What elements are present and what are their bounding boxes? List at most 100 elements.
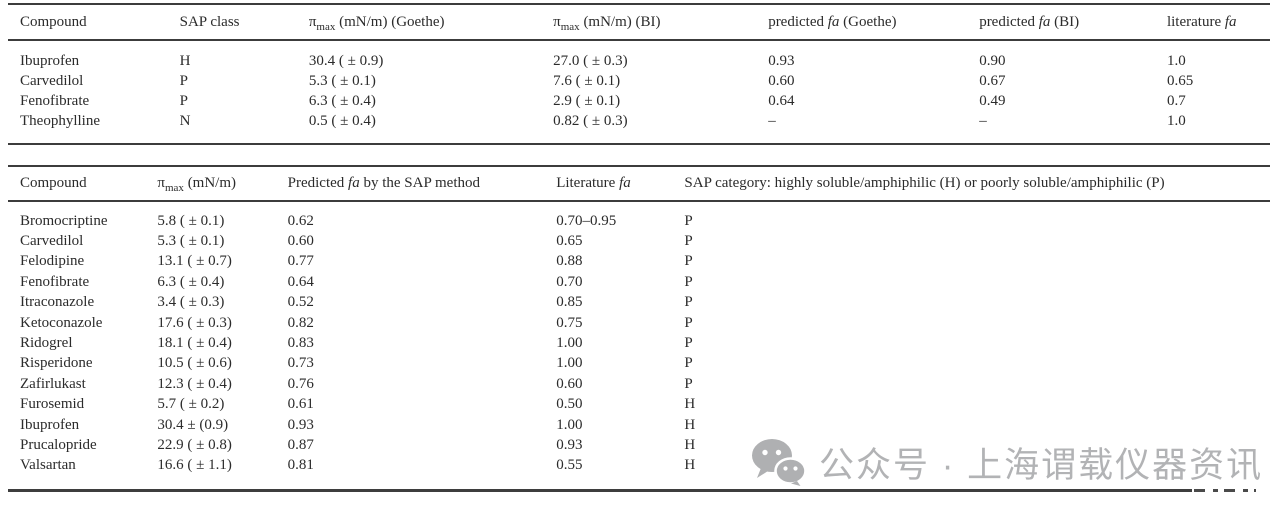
table-cell: 0.60 xyxy=(556,375,583,392)
table-cell: Ibuprofen xyxy=(20,53,80,69)
table-cell: 2.9 ( ± 0.1) xyxy=(553,93,621,109)
table-cell: P xyxy=(684,314,693,331)
table-cell: 16.6 ( ± 1.1) xyxy=(157,457,232,474)
table-cell: 0.70 xyxy=(556,273,583,290)
column-header: Compound xyxy=(8,4,180,40)
table-cell: 0.67 xyxy=(979,73,1006,89)
table-cell: 6.3 ( ± 0.4) xyxy=(157,273,225,290)
header-text: fa xyxy=(1038,14,1051,30)
header-text: max xyxy=(316,21,336,33)
table-2-header: Compound πmax (mN/m) Predicted fa by the S… xyxy=(8,166,1270,201)
table-cell: 0.64 xyxy=(768,93,795,109)
table-cell: 1.00 xyxy=(556,334,583,351)
table-row: Furosemid 5.7 ( ± 0.2) 0.61 0.50 H xyxy=(8,394,1270,414)
header-text: (Goethe) xyxy=(839,14,897,30)
table-cell: 0.76 xyxy=(287,375,314,392)
table-cell: 5.3 ( ± 0.1) xyxy=(157,232,225,249)
table-cell: Prucalopride xyxy=(20,436,97,453)
column-header: predicted fa (Goethe) xyxy=(768,4,979,40)
table-cell: 18.1 ( ± 0.4) xyxy=(157,334,232,351)
table-cell: 0.88 xyxy=(556,253,583,270)
table-cell: Ibuprofen xyxy=(20,416,80,433)
table-cell: 0.5 ( ± 0.4) xyxy=(308,113,376,129)
table-cell: 0.81 xyxy=(287,457,314,474)
table-2-body: Bromocriptine 5.8 ( ± 0.1) 0.62 0.70–0.95 P C… xyxy=(8,201,1270,482)
table-cell: 5.3 ( ± 0.1) xyxy=(308,73,376,89)
header-text: SAP class xyxy=(179,14,240,30)
wechat-icon xyxy=(752,439,806,486)
header-text: (mN/m) (BI) xyxy=(579,14,661,30)
table-row: Ibuprofen 30.4 ± (0.9) 0.93 1.00 H xyxy=(8,415,1270,435)
table-cell: P xyxy=(684,334,693,351)
table-cell: P xyxy=(684,375,693,392)
table-cell: 1.0 xyxy=(1166,113,1186,129)
table-cell: P xyxy=(684,355,693,372)
table-cell: 10.5 ( ± 0.6) xyxy=(157,355,232,372)
header-text: Predicted xyxy=(287,174,349,191)
table-cell: 0.93 xyxy=(556,436,583,453)
column-header: literature fa xyxy=(1167,4,1270,40)
table-cell: P xyxy=(179,73,188,89)
table-cell: H xyxy=(684,457,696,474)
header-text: predicted xyxy=(768,14,828,30)
table-cell: Zafirlukast xyxy=(20,375,86,392)
header-text: fa xyxy=(827,14,840,30)
table-row: Bromocriptine 5.8 ( ± 0.1) 0.62 0.70–0.95 P xyxy=(8,201,1270,231)
table-cell: 1.00 xyxy=(556,355,583,372)
table-cell: Bromocriptine xyxy=(20,212,108,229)
table-cell: 12.3 ( ± 0.4) xyxy=(157,375,232,392)
table-row: Valsartan 16.6 ( ± 1.1) 0.81 0.55 H xyxy=(8,455,1270,481)
table-row: Risperidone 10.5 ( ± 0.6) 0.73 1.00 P xyxy=(8,353,1270,373)
table-cell: Theophylline xyxy=(20,113,100,129)
table-cell: 1.0 xyxy=(1166,53,1186,69)
table-cell: 0.75 xyxy=(556,314,583,331)
column-header: SAP class xyxy=(180,4,309,40)
table-row: Felodipine 13.1 ( ± 0.7) 0.77 0.88 P xyxy=(8,251,1270,271)
table-cell: 0.93 xyxy=(768,53,795,69)
header-text: predicted xyxy=(979,14,1039,30)
table-cell: 30.4 ( ± 0.9) xyxy=(308,53,384,69)
table-cell: 0.62 xyxy=(287,212,314,229)
table-cell: P xyxy=(684,253,693,270)
table-cell: 0.90 xyxy=(979,53,1006,69)
header-text: Compound xyxy=(20,14,87,30)
table-1-header: Compound SAP class πmax (mN/m) (Goethe) πma… xyxy=(8,4,1270,40)
header-row: Compound πmax (mN/m) Predicted fa by the S… xyxy=(8,166,1270,201)
table-cell: 7.6 ( ± 0.1) xyxy=(553,73,621,89)
column-header: Predicted fa by the SAP method xyxy=(288,166,557,201)
table-cell: P xyxy=(179,93,188,109)
table-cell: N xyxy=(179,113,191,129)
table-cell: 0.82 xyxy=(287,314,314,331)
table-row: Ibuprofen H 30.4 ( ± 0.9) 27.0 ( ± 0.3) 0.93… xyxy=(8,40,1270,71)
table-cell: 5.8 ( ± 0.1) xyxy=(157,212,225,229)
table-row: Carvedilol P 5.3 ( ± 0.1) 7.6 ( ± 0.1) 0.60 0… xyxy=(8,71,1270,91)
table-row: Carvedilol 5.3 ( ± 0.1) 0.60 0.65 P xyxy=(8,231,1270,251)
table-cell: H xyxy=(684,436,696,453)
table-row: Theophylline N 0.5 ( ± 0.4) 0.82 ( ± 0.3) – –… xyxy=(8,111,1270,144)
table-cell: P xyxy=(684,212,693,229)
column-header: πmax (mN/m) (Goethe) xyxy=(309,4,553,40)
table-cell: 0.73 xyxy=(287,355,314,372)
table-cell: 0.60 xyxy=(768,73,795,89)
table-cell: 0.65 xyxy=(1166,73,1194,89)
table-cell: 0.49 xyxy=(979,93,1006,109)
header-text: SAP category: highly soluble/amphiphilic… xyxy=(684,174,1165,191)
column-header: πmax (mN/m) xyxy=(157,166,287,201)
table-cell: 0.60 xyxy=(287,232,314,249)
table-cell: 13.1 ( ± 0.7) xyxy=(157,253,232,270)
table-cell: 0.52 xyxy=(287,294,314,311)
header-text: fa xyxy=(619,174,631,191)
table-cell: H xyxy=(684,416,696,433)
header-text: max xyxy=(164,181,184,194)
column-header: Compound xyxy=(8,166,157,201)
header-text: fa xyxy=(1224,14,1237,30)
table-cell: P xyxy=(684,273,693,290)
table-cell: Ketoconazole xyxy=(20,314,103,331)
header-text: (mN/m) xyxy=(183,174,237,191)
table-cell: 0.64 xyxy=(287,273,314,290)
table-cell: 0.85 xyxy=(556,294,583,311)
table-2-bottom-rule xyxy=(8,489,1192,492)
header-text: literature xyxy=(1166,14,1225,30)
table-row: Fenofibrate 6.3 ( ± 0.4) 0.64 0.70 P xyxy=(8,272,1270,292)
table-cell: 0.93 xyxy=(287,416,314,433)
